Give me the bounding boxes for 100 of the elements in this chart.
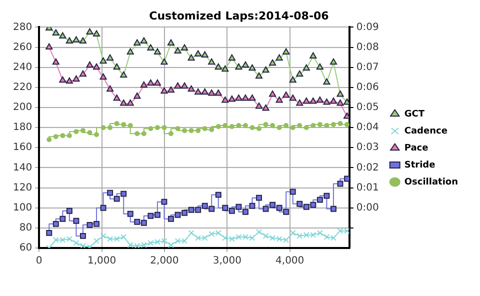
y-tick-label: 180 [12, 122, 32, 134]
point [154, 79, 161, 86]
point [324, 123, 330, 128]
point [302, 97, 310, 104]
point [59, 32, 66, 38]
point [201, 88, 208, 95]
point [324, 192, 330, 199]
point [52, 29, 60, 36]
point [162, 125, 167, 130]
point [134, 218, 140, 225]
point [282, 48, 290, 55]
point [282, 91, 290, 98]
point [113, 94, 120, 101]
point [134, 39, 141, 46]
legend-label: GCT [404, 109, 426, 120]
point [134, 243, 140, 248]
point [80, 128, 86, 134]
point [160, 58, 168, 65]
point [80, 243, 86, 248]
point [108, 125, 113, 130]
point [74, 129, 79, 134]
point [316, 230, 323, 236]
point [330, 122, 336, 128]
point [323, 98, 330, 105]
y-tick-label: 80 [19, 222, 32, 234]
point [174, 238, 181, 244]
point [86, 28, 94, 34]
point [344, 122, 350, 128]
point [269, 90, 276, 97]
point [256, 228, 262, 235]
point [182, 238, 188, 244]
point [86, 222, 93, 228]
x-tick-label: 1,000 [87, 256, 116, 267]
y-tick-label: 140 [12, 162, 32, 174]
point [242, 94, 249, 101]
point [208, 58, 216, 65]
point [303, 232, 310, 238]
point [87, 130, 92, 136]
point [100, 232, 106, 239]
point [222, 234, 228, 241]
y-tick-label: 240 [12, 62, 32, 73]
y2-tick-label: 0:07 [356, 62, 379, 73]
point [161, 198, 168, 205]
y2-tick-label: 0:05 [356, 102, 379, 114]
point [114, 196, 120, 202]
point [100, 125, 106, 130]
point [188, 206, 194, 213]
point [148, 240, 154, 246]
point [120, 99, 128, 106]
point [216, 124, 221, 130]
point [310, 232, 316, 238]
point [214, 63, 222, 70]
point [66, 77, 73, 84]
point [276, 125, 282, 130]
point [66, 133, 72, 138]
point [256, 194, 262, 201]
point [262, 66, 270, 73]
point [195, 206, 202, 213]
legend-label: Cadence [404, 126, 448, 136]
point [310, 123, 316, 128]
point [303, 204, 310, 210]
point [107, 190, 114, 196]
point [262, 206, 269, 212]
point [323, 78, 330, 85]
point [284, 123, 289, 128]
point [94, 132, 100, 138]
point [160, 87, 168, 94]
point [330, 206, 336, 212]
point [154, 48, 161, 55]
point [336, 90, 344, 97]
point [276, 96, 283, 103]
point [188, 85, 195, 92]
point [242, 123, 248, 128]
point [202, 234, 208, 241]
y-tick-label: 120 [12, 182, 32, 194]
point [126, 99, 134, 106]
point [72, 36, 80, 42]
point [194, 88, 202, 95]
point [92, 63, 100, 70]
point [214, 89, 222, 96]
point [263, 122, 268, 128]
point [235, 63, 242, 70]
point [168, 242, 174, 248]
point [229, 124, 234, 130]
point [249, 234, 256, 241]
point [148, 212, 154, 219]
point [296, 70, 304, 77]
point [209, 127, 214, 132]
point [255, 72, 263, 79]
point [175, 126, 180, 132]
point [128, 123, 133, 128]
point [60, 236, 66, 243]
point [208, 89, 216, 96]
point [302, 64, 310, 71]
point [148, 126, 154, 132]
point [290, 230, 296, 236]
point [107, 236, 114, 242]
point [188, 128, 194, 134]
point [256, 126, 262, 132]
point [154, 212, 160, 218]
